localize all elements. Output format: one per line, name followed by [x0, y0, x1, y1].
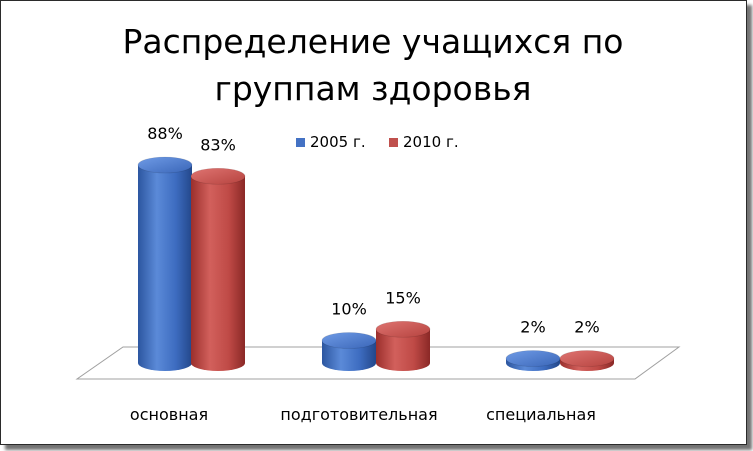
bar-2010-osnovnaya: 83%	[190, 135, 246, 371]
chart-title-line-1: Распределение учащихся по	[123, 22, 624, 61]
bar-2010-specialnaya-top	[559, 350, 615, 367]
chart-canvas: Распределение учащихся по группам здоров…	[75, 22, 681, 424]
data-label-2005-podgotovitelnaya: 10%	[331, 300, 367, 319]
category-labels: основная подготовительная специальная	[130, 405, 596, 424]
category-label-podgotovitelnaya: подготовительная	[280, 405, 437, 424]
bar-2010-podgotovitelnaya-top	[375, 320, 431, 338]
data-label-2005-osnovnaya: 88%	[147, 124, 183, 143]
bars-layer: 88% 83% 10% 15% 2% 2%	[137, 124, 615, 371]
bar-2005-specialnaya: 2%	[505, 318, 561, 371]
bar-2010-podgotovitelnaya-body	[376, 329, 430, 371]
chart-frame: Распределение учащихся по группам здоров…	[0, 0, 747, 445]
bar-2010-specialnaya: 2%	[559, 318, 615, 371]
bar-2005-podgotovitelnaya: 10%	[321, 300, 377, 371]
data-label-2010-podgotovitelnaya: 15%	[385, 288, 421, 307]
bar-2005-podgotovitelnaya-body	[322, 340, 376, 371]
bar-2005-podgotovitelnaya-top	[321, 332, 377, 349]
bar-2005-osnovnaya: 88%	[137, 124, 193, 371]
legend-swatch-2005	[296, 138, 305, 147]
data-label-2010-specialnaya: 2%	[574, 318, 599, 337]
bar-2005-specialnaya-top	[505, 350, 561, 367]
bar-2005-osnovnaya-top	[137, 156, 193, 174]
legend-swatch-2010	[389, 138, 398, 147]
data-label-2010-osnovnaya: 83%	[200, 135, 236, 154]
legend: 2005 г. 2010 г.	[296, 133, 459, 151]
bar-2010-osnovnaya-top	[190, 167, 246, 185]
bar-2010-osnovnaya-body	[191, 176, 245, 371]
data-label-2005-specialnaya: 2%	[520, 318, 545, 337]
legend-label-2010: 2010 г.	[403, 133, 459, 151]
bar-2010-podgotovitelnaya: 15%	[375, 288, 431, 371]
legend-label-2005: 2005 г.	[310, 133, 366, 151]
category-label-specialnaya: специальная	[486, 405, 596, 424]
chart-title-line-2: группам здоровья	[214, 69, 531, 108]
bar-2005-osnovnaya-body	[138, 165, 192, 371]
category-label-osnovnaya: основная	[130, 405, 208, 424]
